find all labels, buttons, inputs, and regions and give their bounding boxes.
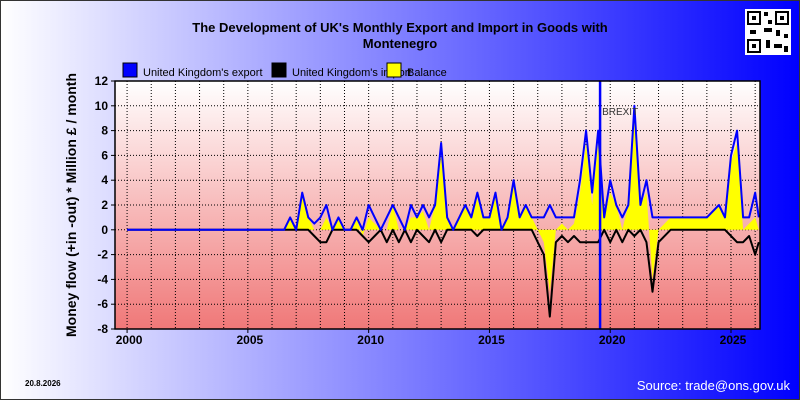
y-axis-label: Money flow (+in -out) * Million £ / mont… xyxy=(63,73,79,337)
marks: BREXIT xyxy=(127,81,760,329)
y-tick-label: 4 xyxy=(101,173,108,187)
series-line xyxy=(127,104,760,231)
x-tick-label: 2015 xyxy=(478,333,505,347)
y-tick-label: -2 xyxy=(97,248,108,262)
legend-label: Balance xyxy=(407,67,447,79)
y-tick-label: 12 xyxy=(95,74,109,88)
chart-title: Montenegro xyxy=(363,36,437,51)
y-tick-label: -4 xyxy=(97,272,108,286)
y-tick-label: -6 xyxy=(97,297,108,311)
annotation-label: BREXIT xyxy=(602,107,638,118)
y-tick-label: 6 xyxy=(101,148,108,162)
x-tick-label: 2025 xyxy=(720,333,747,347)
balance-area xyxy=(127,112,759,292)
legend-swatch xyxy=(271,62,287,78)
ticks: -8 -6 -4 -2 0 2 4 6 8 10 12 2000 2005 2010 2015 2020 202… xyxy=(95,74,747,347)
legend-label: United Kingdom's export xyxy=(143,67,263,79)
x-tick-label: 2005 xyxy=(237,333,264,347)
x-tick-label: 2010 xyxy=(357,333,384,347)
y-tick-label: 0 xyxy=(101,223,108,237)
date: 20.8.2026 xyxy=(25,379,61,388)
source: Source: trade@ons.gov.uk xyxy=(637,378,791,393)
chart-title: The Development of UK's Monthly Export a… xyxy=(192,20,608,35)
y-tick-label: 8 xyxy=(101,124,108,138)
legend-swatch xyxy=(122,62,138,78)
y-tick-label: -8 xyxy=(97,322,108,336)
legend-label: United Kingdom's import xyxy=(292,67,412,79)
legend: United Kingdom's export United Kingdom's … xyxy=(122,62,447,79)
x-tick-label: 2000 xyxy=(116,333,143,347)
y-tick-label: 10 xyxy=(95,99,109,113)
series-line xyxy=(127,228,760,318)
qr-code xyxy=(745,9,791,55)
y-tick-label: 2 xyxy=(101,198,108,212)
x-tick-label: 2020 xyxy=(599,333,626,347)
legend-swatch xyxy=(386,62,402,78)
